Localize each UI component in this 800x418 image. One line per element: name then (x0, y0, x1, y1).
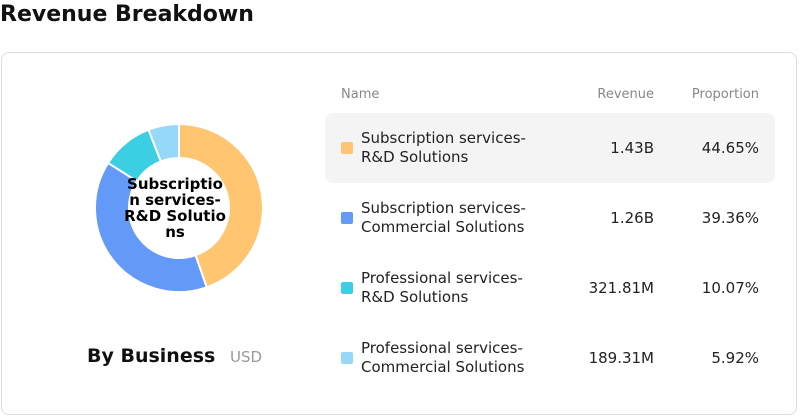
table-row[interactable] (325, 113, 775, 183)
row-name: Subscription services-Commercial Solutio… (361, 199, 526, 236)
column-header: Proportion (691, 87, 759, 102)
proportion: 10.07% (701, 279, 759, 297)
proportion: 5.92% (711, 349, 759, 367)
revenue: 1.26B (610, 209, 654, 227)
proportion: 44.65% (701, 139, 759, 157)
donut-chart (94, 122, 264, 293)
title: Revenue Breakdown (0, 2, 254, 27)
revenue: 1.43B (610, 139, 654, 157)
proportion: 39.36% (701, 209, 759, 227)
row-name: Professional services-R&D Solutions (361, 269, 523, 306)
card (1, 52, 797, 415)
donut-slice[interactable] (147, 122, 180, 163)
caption: By Business (87, 345, 216, 367)
donut-slice[interactable] (178, 122, 264, 289)
column-header: Name (341, 87, 380, 102)
revenue: 321.81M (588, 279, 654, 297)
center-label: Subscription services- R&D Solutions (124, 175, 226, 241)
color-swatch (341, 282, 353, 294)
row-name: Subscription services-R&D Solutions (361, 129, 526, 166)
donut-slice[interactable] (94, 161, 208, 293)
row-name: Professional services-Commercial Solutio… (361, 339, 525, 376)
color-swatch (341, 212, 353, 224)
column-header: Revenue (597, 87, 654, 102)
color-swatch (341, 142, 353, 154)
color-swatch (341, 352, 353, 364)
revenue: 189.31M (588, 349, 654, 367)
unit: USD (230, 348, 263, 366)
